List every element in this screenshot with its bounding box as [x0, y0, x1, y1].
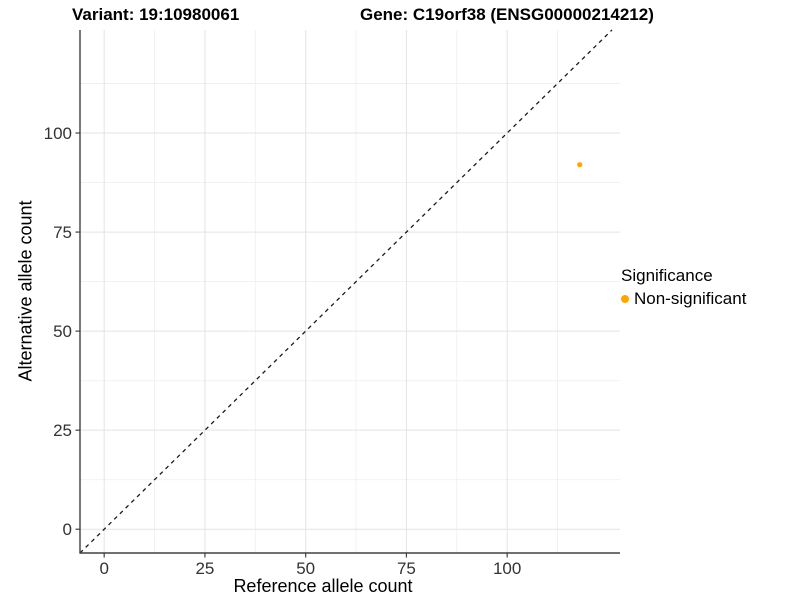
x-tick-label: 0 — [99, 559, 108, 578]
y-tick-label: 50 — [53, 322, 72, 341]
variant-title: Variant: 19:10980061 — [72, 5, 240, 24]
legend-item-label: Non-significant — [634, 289, 747, 308]
data-point — [577, 162, 583, 168]
x-tick-label: 25 — [195, 559, 214, 578]
y-tick-label: 25 — [53, 421, 72, 440]
legend: Significance Non-significant — [621, 266, 746, 309]
identity-line — [79, 29, 613, 554]
legend-title: Significance — [621, 266, 713, 285]
x-tick-label: 75 — [397, 559, 416, 578]
legend-point-icon — [621, 295, 629, 303]
legend-item: Non-significant — [621, 289, 746, 309]
y-tick-label: 75 — [53, 223, 72, 242]
gene-title: Gene: C19orf38 (ENSG00000214212) — [360, 5, 654, 24]
y-tick-label: 100 — [44, 124, 72, 143]
y-tick-label: 0 — [63, 520, 72, 539]
x-axis-title: Reference allele count — [233, 576, 413, 596]
y-axis-title: Alternative allele count — [15, 200, 36, 382]
x-tick-label: 100 — [493, 559, 521, 578]
x-tick-label: 50 — [296, 559, 315, 578]
